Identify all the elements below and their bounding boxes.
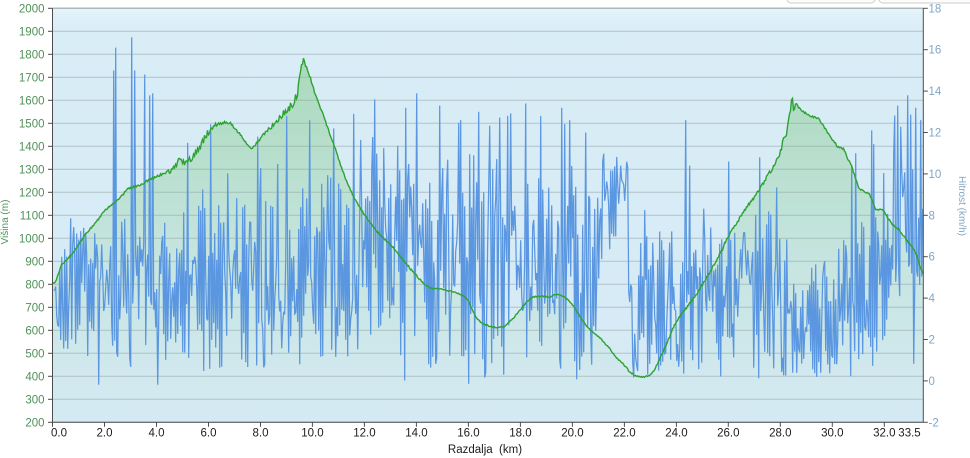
svg-text:1400: 1400 bbox=[19, 141, 45, 153]
svg-text:400: 400 bbox=[25, 371, 44, 383]
svg-text:1000: 1000 bbox=[19, 233, 45, 245]
svg-text:18: 18 bbox=[929, 3, 942, 15]
svg-text:2: 2 bbox=[929, 335, 935, 347]
svg-text:2.0: 2.0 bbox=[97, 428, 113, 440]
svg-text:10.0: 10.0 bbox=[301, 428, 323, 440]
svg-text:4: 4 bbox=[929, 293, 936, 305]
svg-text:Razdalja (km): Razdalja (km) bbox=[448, 444, 522, 456]
svg-text:20.0: 20.0 bbox=[561, 428, 583, 440]
svg-text:500: 500 bbox=[25, 348, 44, 360]
svg-text:1900: 1900 bbox=[19, 26, 45, 38]
svg-text:Hitrost (km/h): Hitrost (km/h) bbox=[956, 176, 967, 236]
svg-text:1600: 1600 bbox=[19, 95, 45, 107]
svg-text:28.0: 28.0 bbox=[769, 428, 791, 440]
svg-text:10: 10 bbox=[929, 169, 942, 181]
svg-text:8.0: 8.0 bbox=[253, 428, 269, 440]
svg-text:1100: 1100 bbox=[20, 210, 45, 222]
svg-text:14.0: 14.0 bbox=[405, 428, 427, 440]
svg-text:1500: 1500 bbox=[19, 118, 45, 130]
svg-text:1700: 1700 bbox=[19, 72, 45, 84]
svg-text:2000: 2000 bbox=[19, 3, 45, 15]
svg-text:0: 0 bbox=[929, 376, 935, 388]
svg-text:4.0: 4.0 bbox=[149, 428, 165, 440]
svg-text:900: 900 bbox=[25, 256, 44, 268]
svg-text:Višina (m): Višina (m) bbox=[0, 200, 11, 245]
svg-text:24.0: 24.0 bbox=[665, 428, 687, 440]
svg-text:8: 8 bbox=[929, 210, 935, 222]
svg-text:0.0: 0.0 bbox=[51, 428, 67, 440]
svg-text:30.0: 30.0 bbox=[821, 428, 843, 440]
svg-text:16: 16 bbox=[929, 45, 942, 57]
svg-text:300: 300 bbox=[25, 394, 44, 406]
svg-text:6.0: 6.0 bbox=[201, 428, 217, 440]
svg-text:200: 200 bbox=[25, 417, 44, 429]
svg-text:32.0: 32.0 bbox=[873, 428, 895, 440]
svg-text:1800: 1800 bbox=[19, 49, 45, 61]
svg-text:26.0: 26.0 bbox=[717, 428, 739, 440]
svg-text:33.5: 33.5 bbox=[898, 428, 920, 440]
svg-text:600: 600 bbox=[25, 325, 44, 337]
svg-text:800: 800 bbox=[25, 279, 44, 291]
svg-text:22.0: 22.0 bbox=[613, 428, 635, 440]
svg-text:-2: -2 bbox=[929, 417, 939, 429]
svg-text:1300: 1300 bbox=[19, 164, 45, 176]
svg-text:16.0: 16.0 bbox=[457, 428, 479, 440]
svg-text:6: 6 bbox=[929, 252, 935, 264]
svg-text:12.0: 12.0 bbox=[353, 428, 375, 440]
svg-text:12: 12 bbox=[929, 128, 942, 140]
svg-text:14: 14 bbox=[929, 86, 942, 98]
svg-text:1200: 1200 bbox=[19, 187, 45, 199]
svg-text:18.0: 18.0 bbox=[509, 428, 531, 440]
svg-text:700: 700 bbox=[25, 302, 44, 314]
